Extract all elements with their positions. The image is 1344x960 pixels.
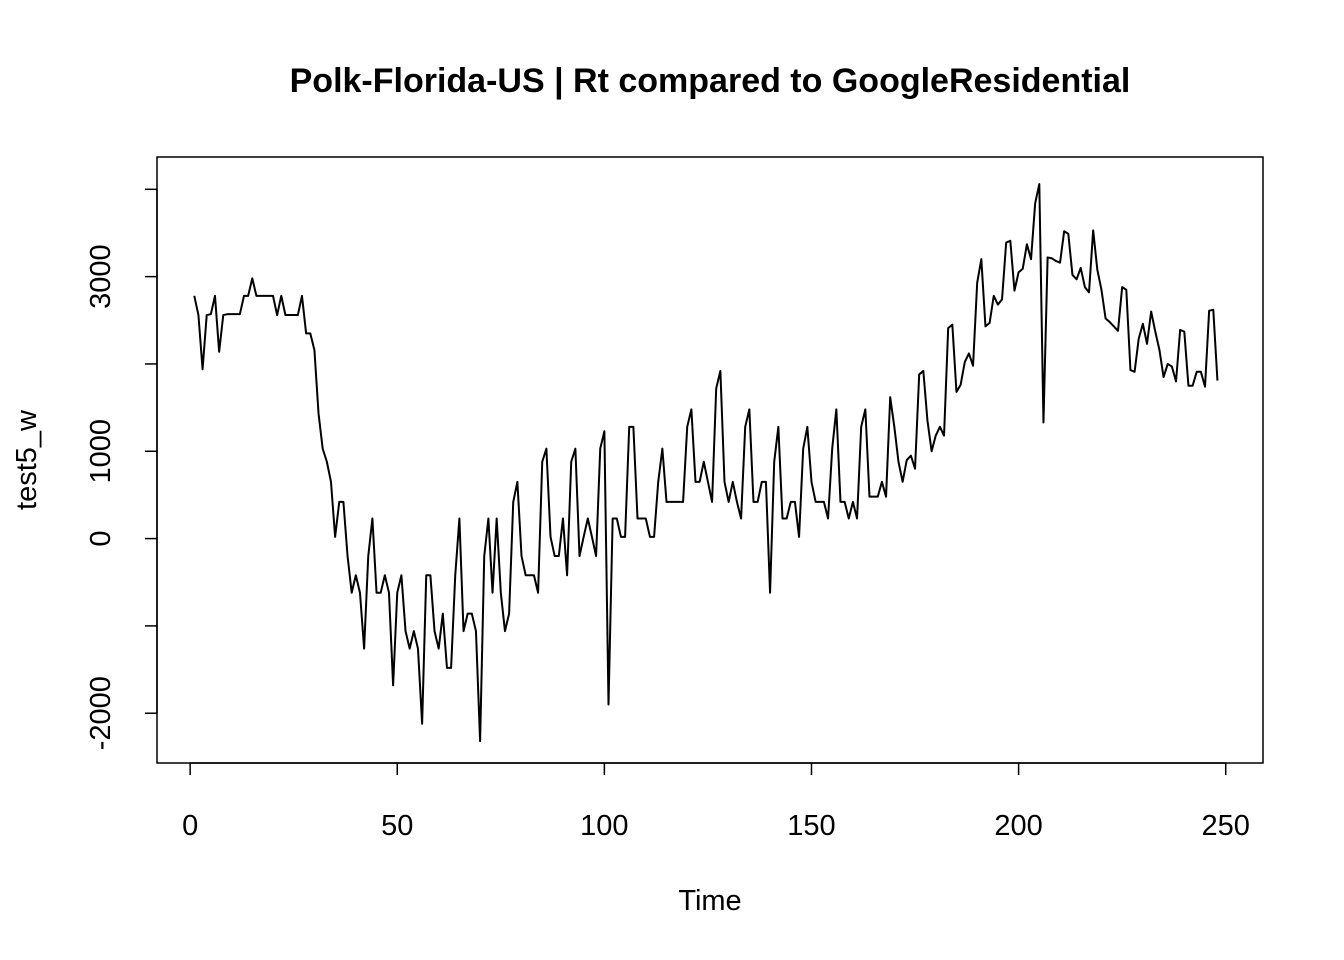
x-tick-label: 150 xyxy=(787,810,835,842)
x-tick-label: 100 xyxy=(580,810,628,842)
x-axis: 0 50 100 150 200 250 xyxy=(182,762,1250,842)
series-layer xyxy=(193,183,1219,743)
y-tick-label: -2000 xyxy=(85,676,117,750)
chart-title: Polk-Florida-US | Rt compared to GoogleR… xyxy=(290,62,1131,100)
x-tick-label: 50 xyxy=(381,810,413,842)
y-tick-label: 3000 xyxy=(85,244,117,309)
plot-frame xyxy=(156,156,1264,764)
x-tick-label: 200 xyxy=(994,810,1042,842)
y-tick-label: 1000 xyxy=(85,419,117,484)
x-axis-label: Time xyxy=(678,885,741,917)
y-axis-label: test5_w xyxy=(11,409,43,510)
y-axis: -2000 0 1000 3000 xyxy=(85,188,158,750)
x-tick-label: 250 xyxy=(1202,810,1250,842)
y-tick-label: 0 xyxy=(85,531,117,547)
x-tick-label: 0 xyxy=(182,810,198,842)
series-line xyxy=(193,183,1219,743)
